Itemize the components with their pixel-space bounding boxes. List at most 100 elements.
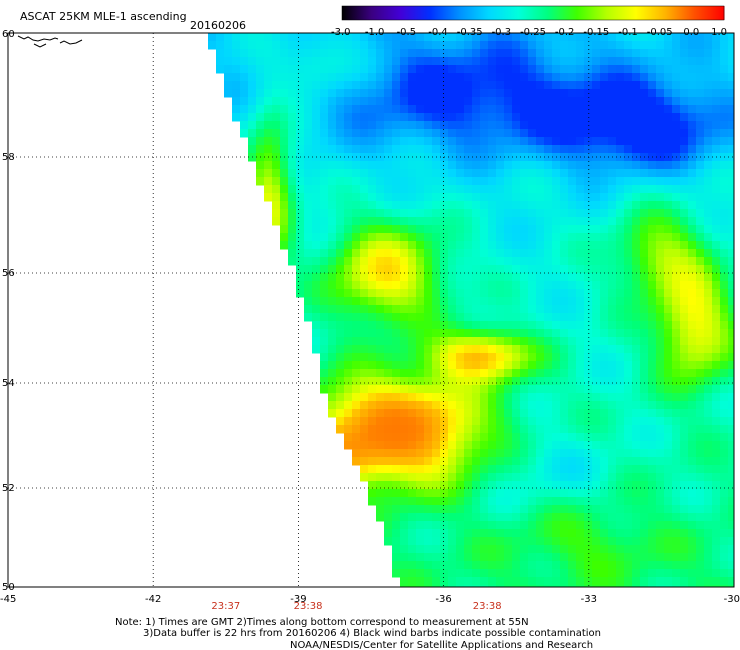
heatmap-cell [312,281,321,290]
heatmap-cell [384,241,393,250]
heatmap-cell [520,313,529,322]
heatmap-cell [424,305,433,314]
heatmap-cell [256,41,265,50]
heatmap-cell [528,185,537,194]
heatmap-cell [352,145,361,154]
heatmap-cell [616,505,625,514]
heatmap-cell [632,57,641,66]
heatmap-cell [560,145,569,154]
heatmap-cell [592,417,601,426]
heatmap-cell [328,273,337,282]
heatmap-cell [408,529,417,538]
heatmap-cell [512,537,521,546]
heatmap-cell [568,305,577,314]
heatmap-cell [624,41,633,50]
heatmap-cell [680,97,689,106]
heatmap-cell [560,465,569,474]
heatmap-cell [440,161,449,170]
heatmap-cell [592,81,601,90]
heatmap-cell [472,361,481,370]
heatmap-cell [472,497,481,506]
heatmap-cell [480,297,489,306]
heatmap-cell [336,321,345,330]
heatmap-cell [672,57,681,66]
heatmap-cell [352,441,361,450]
heatmap-cell [728,201,735,210]
heatmap-cell [624,545,633,554]
heatmap-cell [368,313,377,322]
heatmap-cell [656,177,665,186]
heatmap-cell [416,337,425,346]
heatmap-cell [456,569,465,578]
heatmap-cell [536,537,545,546]
heatmap-cell [640,217,649,226]
heatmap-cell [408,321,417,330]
heatmap-cell [648,201,657,210]
heatmap-cell [640,513,649,522]
heatmap-cell [688,521,697,530]
heatmap-cell [416,577,425,586]
heatmap-cell [520,401,529,410]
heatmap-cell [624,425,633,434]
heatmap-cell [456,329,465,338]
heatmap-cell [600,481,609,490]
heatmap-cell [352,353,361,362]
heatmap-cell [728,361,735,370]
heatmap-cell [368,185,377,194]
heatmap-cell [232,33,241,42]
heatmap-cell [416,33,425,42]
heatmap-cell [336,89,345,98]
heatmap-cell [400,337,409,346]
heatmap-cell [528,537,537,546]
note-line-2: 3)Data buffer is 22 hrs from 20160206 4)… [143,628,601,639]
heatmap-cell [464,145,473,154]
heatmap-cell [592,105,601,114]
heatmap-cell [720,217,729,226]
heatmap-cell [696,249,705,258]
heatmap-cell [688,49,697,58]
heatmap-cell [304,81,313,90]
heatmap-cell [632,137,641,146]
heatmap-cell [344,105,353,114]
heatmap-cell [576,345,585,354]
heatmap-cell [320,369,329,378]
heatmap-cell [552,425,561,434]
heatmap-cell [472,489,481,498]
heatmap-cell [416,441,425,450]
heatmap-cell [656,521,665,530]
heatmap-cell [304,193,313,202]
heatmap-cell [400,385,409,394]
heatmap-cell [472,201,481,210]
heatmap-cell [480,401,489,410]
heatmap-cell [696,329,705,338]
heatmap-cell [656,321,665,330]
heatmap-cell [360,465,369,474]
heatmap-cell [408,81,417,90]
heatmap-cell [616,273,625,282]
heatmap-cell [680,225,689,234]
heatmap-cell [288,161,297,170]
heatmap-cell [416,457,425,466]
heatmap-cell [680,545,689,554]
heatmap-cell [360,457,369,466]
heatmap-cell [264,177,273,186]
heatmap-cell [664,49,673,58]
heatmap-cell [472,369,481,378]
heatmap-cell [304,137,313,146]
heatmap-cell [568,489,577,498]
heatmap-cell [672,273,681,282]
heatmap-cell [328,41,337,50]
heatmap-cell [400,561,409,570]
heatmap-cell [696,337,705,346]
heatmap-cell [592,73,601,82]
heatmap-cell [704,441,713,450]
heatmap-cell [488,201,497,210]
heatmap-cell [576,281,585,290]
heatmap-cell [504,121,513,130]
heatmap-cell [360,321,369,330]
heatmap-cell [376,49,385,58]
heatmap-cell [416,97,425,106]
heatmap-cell [656,361,665,370]
heatmap-cell [472,281,481,290]
heatmap-cell [496,313,505,322]
